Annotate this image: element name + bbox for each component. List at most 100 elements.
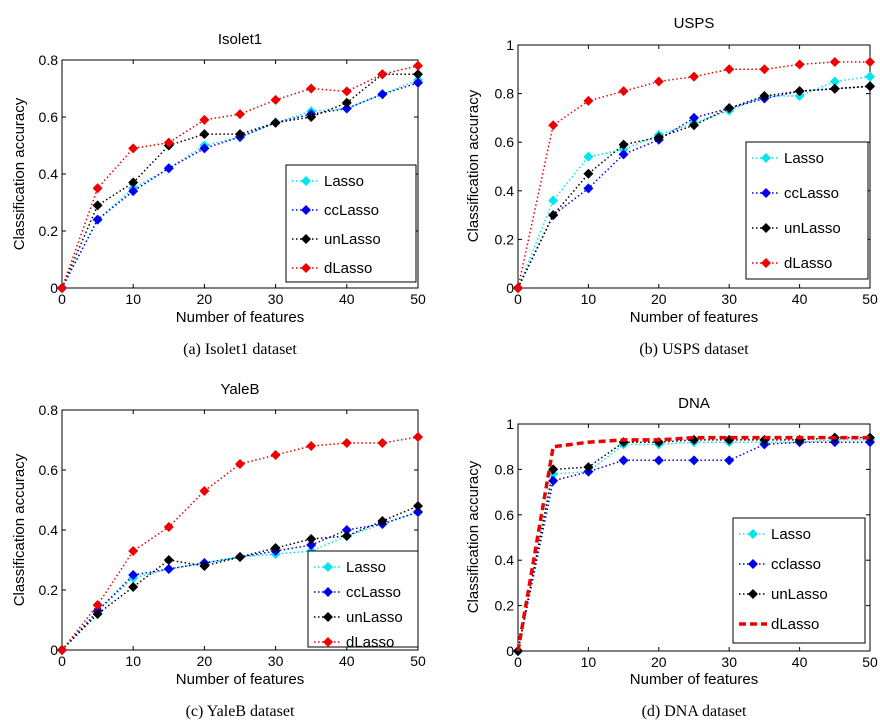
data-point-cclasso (163, 163, 174, 174)
data-point-unlasso (270, 543, 281, 553)
data-point-unlasso (724, 103, 735, 114)
data-point-cclasso (341, 525, 352, 535)
data-point-cclasso (583, 183, 594, 194)
legend-label: Lasso (784, 150, 824, 167)
series-group (57, 60, 423, 293)
data-point-unlasso (92, 200, 103, 211)
chart-panel-4: 0 10 20 30 40 50 0 0.2 0.4 0.6 0.8 1 DNA Number of fe… (465, 395, 878, 720)
data-point-cclasso (199, 143, 210, 154)
data-point-unlasso (794, 86, 805, 97)
x-tick-label: 10 (125, 653, 141, 669)
data-point-dlasso (377, 438, 388, 448)
x-axis-label: Number of features (630, 309, 758, 326)
legend-marker (748, 529, 758, 539)
data-point-unlasso (618, 139, 629, 150)
chart-panel-2: 0 10 20 30 40 50 0 0.2 0.4 0.6 0.8 1 USPS Number of f… (465, 15, 878, 358)
x-tick-label: 30 (721, 654, 737, 670)
data-point-unlasso (163, 555, 174, 565)
series-line-dlasso (517, 61, 870, 289)
series-line-lasso (517, 75, 871, 289)
y-tick-label: 0 (50, 280, 58, 296)
data-point-cclasso (163, 564, 174, 574)
data-point-dlasso (306, 441, 317, 451)
legend-marker (301, 176, 311, 186)
data-point-unlasso (199, 561, 210, 571)
y-tick-label: 0.4 (495, 552, 515, 568)
x-tick-label: 0 (514, 291, 522, 307)
legend-label: dLasso (771, 616, 819, 633)
legend-marker (761, 223, 771, 233)
data-point-dlasso (794, 59, 805, 70)
panel-caption: (a) Isolet1 dataset (183, 341, 297, 358)
y-tick-label: 0.2 (39, 223, 59, 239)
legend-marker (301, 234, 311, 244)
data-point-dlasso (377, 69, 388, 80)
legend-marker (748, 559, 758, 569)
y-axis-label: Classification accuracy (11, 453, 28, 606)
x-tick-label: 40 (339, 291, 355, 307)
data-point-dlasso (548, 120, 559, 131)
legend-marker (323, 587, 333, 597)
legend: Lasso cclasso unLasso dLasso (732, 517, 866, 644)
legend-label: unLasso (324, 231, 381, 248)
data-point-unlasso (128, 582, 139, 592)
data-point-dlasso (270, 450, 281, 460)
data-point-dlasso (199, 486, 210, 496)
data-point-dlasso (865, 57, 875, 68)
data-point-unlasso (583, 462, 594, 473)
chart-panel-1: 0 10 20 30 40 50 0 0.2 0.4 0.6 0.8 Isolet1 Number of… (11, 31, 426, 358)
x-tick-label: 20 (651, 291, 667, 307)
chart-title: DNA (678, 395, 710, 412)
y-tick-label: 0 (506, 280, 514, 296)
legend-marker (761, 153, 771, 163)
series-line-lasso (517, 439, 870, 652)
x-tick-label: 0 (58, 653, 66, 669)
series-group (57, 432, 423, 655)
x-tick-label: 50 (410, 653, 426, 669)
panel-caption: (b) USPS dataset (639, 341, 749, 358)
series-group (513, 432, 875, 656)
legend-marker (748, 589, 758, 599)
y-tick-label: 0.8 (495, 461, 515, 477)
legend-box (745, 141, 869, 280)
data-point-unlasso (128, 177, 139, 188)
legend-label: ccLasso (324, 202, 379, 219)
legend: Lasso ccLasso unLasso dLasso (307, 550, 419, 651)
data-point-dlasso (689, 71, 699, 82)
legend-label: cclasso (771, 556, 821, 573)
data-point-cclasso (92, 214, 103, 225)
data-point-unlasso (341, 97, 352, 108)
y-axis-label: Classification accuracy (465, 460, 482, 613)
y-tick-label: 0 (50, 642, 58, 658)
x-tick-label: 20 (197, 291, 213, 307)
data-point-dlasso (583, 95, 594, 106)
data-point-unlasso (306, 534, 317, 544)
data-point-cclasso (618, 455, 629, 466)
x-tick-label: 30 (268, 291, 284, 307)
data-point-unlasso (865, 81, 875, 92)
y-tick-label: 0.2 (39, 582, 59, 598)
data-point-cclasso (413, 507, 423, 517)
data-point-dlasso (92, 183, 103, 194)
legend-marker (301, 263, 311, 273)
data-point-dlasso (341, 86, 352, 97)
data-point-dlasso (618, 86, 629, 97)
data-point-unlasso (92, 609, 103, 619)
y-tick-label: 0.2 (495, 598, 515, 614)
data-point-cclasso (548, 475, 559, 486)
x-tick-label: 50 (862, 291, 878, 307)
x-tick-label: 40 (339, 653, 355, 669)
data-point-unlasso (199, 129, 210, 140)
data-point-cclasso (413, 77, 423, 88)
legend-marker (301, 205, 311, 215)
x-tick-label: 10 (581, 654, 597, 670)
data-point-dlasso (306, 83, 317, 94)
x-tick-label: 20 (197, 653, 213, 669)
chart-title: YaleB (221, 381, 260, 398)
x-tick-label: 0 (58, 291, 66, 307)
legend-marker (761, 188, 771, 198)
data-point-dlasso (724, 64, 735, 75)
x-axis-label: Number of features (176, 671, 304, 688)
y-tick-label: 0.6 (39, 109, 59, 125)
